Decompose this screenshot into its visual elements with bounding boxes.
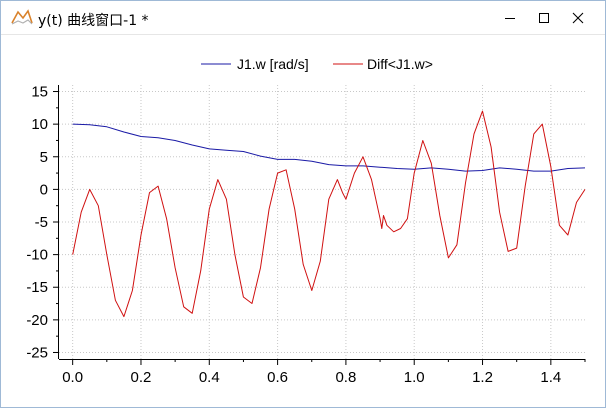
x-tick-label: 0.4 (199, 369, 220, 386)
maximize-icon (539, 13, 549, 23)
y-tick-label: 10 (31, 116, 48, 133)
series-lines (72, 110, 586, 318)
legend[interactable]: J1.w [rad/s] Diff<J1.w> (201, 56, 433, 72)
grid (59, 85, 585, 359)
plot-area[interactable]: 0.0 0.2 0.4 0.6 0.8 1.0 1.2 1.4 15 10 5 0 -5 -10 -15 -… (1, 35, 605, 407)
y-tick-label: 5 (40, 149, 48, 166)
close-icon (572, 12, 584, 24)
x-tick-label: 0.8 (335, 369, 356, 386)
legend-label: J1.w [rad/s] (237, 56, 309, 72)
x-tick-label: 1.2 (472, 369, 493, 386)
y-tick-label: -10 (26, 247, 48, 264)
series-line-2 (72, 110, 586, 318)
window-title: y(t) 曲线窗口-1 * (38, 13, 149, 29)
chart-icon (11, 8, 33, 26)
y-ticks: 15 10 5 0 -5 -10 -15 -20 -25 (26, 84, 59, 361)
y-tick-label: -25 (26, 344, 48, 361)
legend-label: Diff<J1.w> (367, 56, 433, 72)
title-bar[interactable]: y(t) 曲线窗口-1 * (1, 1, 605, 35)
x-ticks: 0.0 0.2 0.4 0.6 0.8 1.0 1.2 1.4 (62, 359, 586, 386)
y-tick-label: 15 (31, 84, 48, 101)
y-tick-label: 0 (40, 181, 48, 198)
legend-item-1[interactable]: J1.w [rad/s] (201, 56, 309, 72)
x-tick-label: 1.0 (404, 369, 425, 386)
y-tick-label: -5 (35, 214, 48, 231)
x-tick-label: 0.2 (131, 369, 152, 386)
x-tick-label: 1.4 (540, 369, 561, 386)
minimize-button[interactable] (493, 1, 527, 34)
x-tick-label: 0.0 (62, 369, 83, 386)
y-tick-label: -20 (26, 312, 48, 329)
minimize-icon (505, 18, 515, 19)
line-chart[interactable]: 0.0 0.2 0.4 0.6 0.8 1.0 1.2 1.4 15 10 5 0 -5 -10 -15 -… (1, 35, 605, 407)
legend-item-2[interactable]: Diff<J1.w> (333, 56, 433, 72)
maximize-button[interactable] (527, 1, 561, 34)
y-tick-label: -15 (26, 279, 48, 296)
series-line-1 (72, 123, 586, 172)
close-button[interactable] (561, 1, 595, 34)
x-tick-label: 0.6 (267, 369, 288, 386)
